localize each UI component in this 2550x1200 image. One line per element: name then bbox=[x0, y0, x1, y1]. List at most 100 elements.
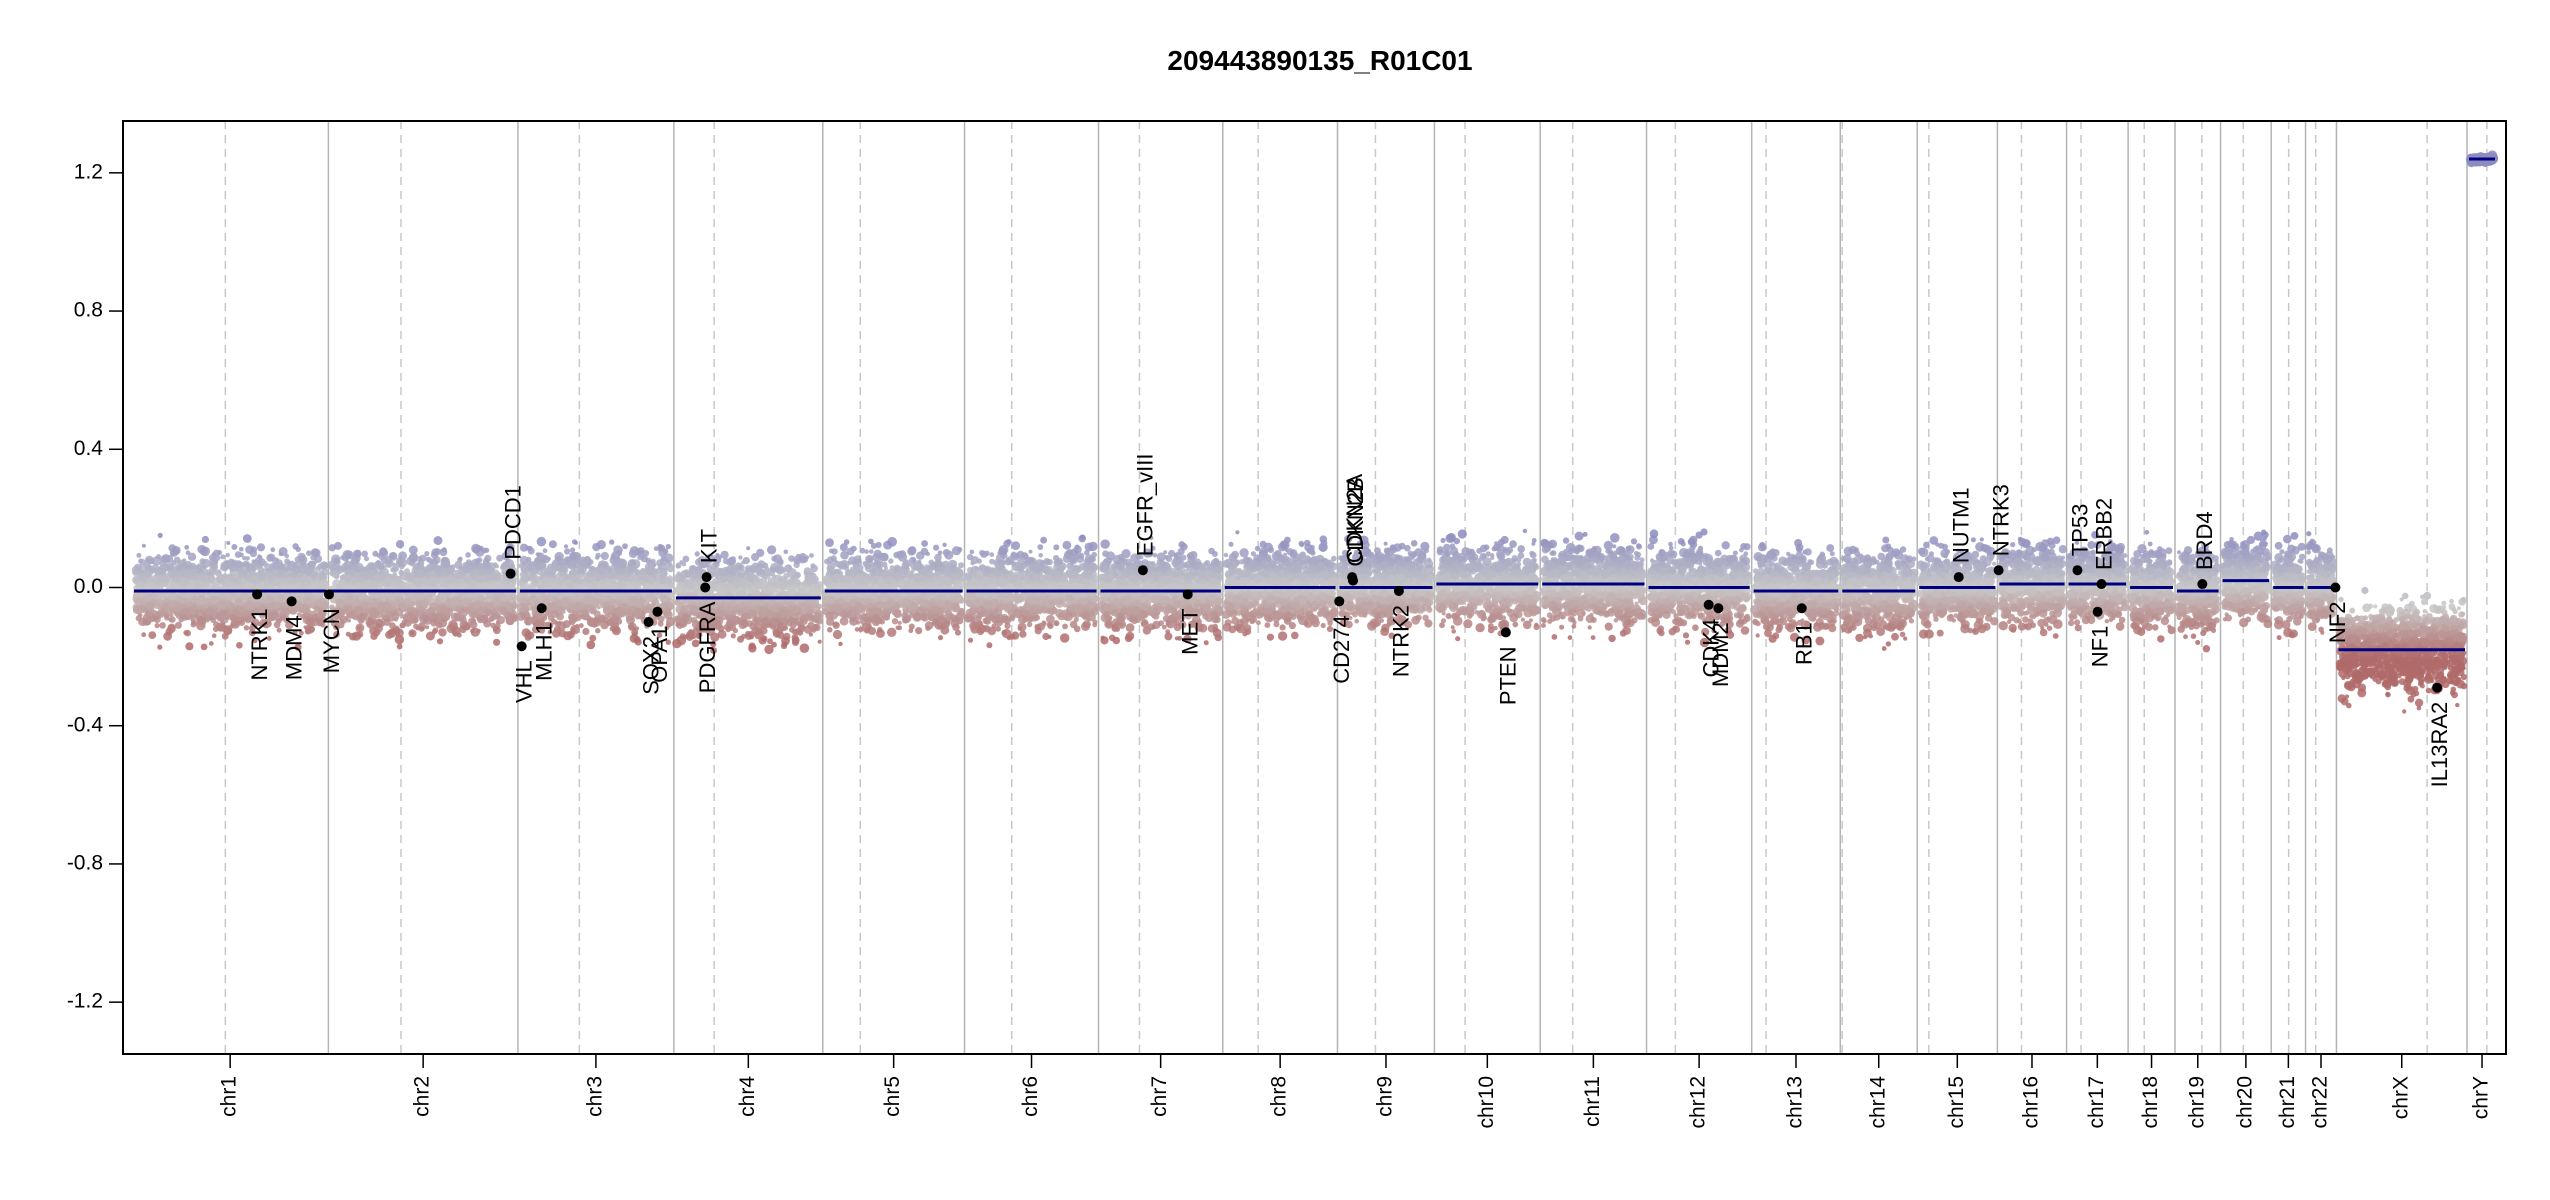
data-point bbox=[182, 597, 189, 604]
data-point bbox=[558, 578, 564, 585]
data-point bbox=[640, 554, 648, 563]
data-point bbox=[675, 622, 680, 628]
data-point bbox=[465, 552, 471, 558]
data-point bbox=[178, 577, 189, 587]
data-point bbox=[406, 612, 416, 621]
data-point bbox=[600, 602, 606, 609]
data-point bbox=[228, 624, 234, 629]
data-point bbox=[666, 564, 675, 573]
data-point bbox=[618, 558, 628, 569]
data-point bbox=[306, 618, 315, 627]
data-point bbox=[742, 605, 750, 613]
data-point bbox=[644, 583, 651, 589]
data-point bbox=[586, 640, 596, 650]
data-point bbox=[172, 584, 178, 590]
data-point bbox=[294, 556, 301, 563]
data-point bbox=[458, 609, 463, 614]
data-point bbox=[137, 564, 148, 574]
data-point bbox=[491, 572, 499, 580]
data-point bbox=[230, 574, 239, 583]
data-point bbox=[425, 625, 430, 630]
data-point bbox=[739, 579, 747, 587]
data-point bbox=[729, 601, 736, 607]
data-point bbox=[219, 611, 228, 619]
data-point bbox=[573, 575, 579, 582]
data-point bbox=[520, 584, 526, 590]
data-point bbox=[675, 576, 680, 582]
data-point bbox=[459, 625, 467, 634]
data-point bbox=[439, 605, 449, 614]
data-point bbox=[398, 569, 405, 576]
data-point bbox=[536, 536, 547, 547]
data-point bbox=[772, 612, 778, 617]
data-point bbox=[776, 622, 784, 629]
data-point bbox=[230, 584, 236, 590]
data-point bbox=[718, 587, 727, 596]
data-point bbox=[575, 623, 580, 629]
data-point bbox=[644, 606, 651, 612]
data-point bbox=[782, 625, 788, 631]
data-point bbox=[157, 565, 167, 575]
data-point bbox=[634, 578, 640, 583]
data-point bbox=[674, 599, 681, 606]
data-point bbox=[676, 571, 681, 576]
data-point bbox=[361, 602, 367, 609]
data-point bbox=[695, 586, 701, 591]
data-point bbox=[783, 549, 789, 555]
data-point bbox=[570, 547, 576, 553]
data-point bbox=[626, 577, 631, 582]
data-point bbox=[202, 584, 209, 591]
data-point bbox=[369, 571, 375, 578]
data-point bbox=[568, 571, 574, 576]
chart-title: 209443890135_R01C01 bbox=[1167, 45, 1472, 76]
data-point bbox=[201, 535, 209, 544]
data-point bbox=[184, 544, 190, 550]
data-point bbox=[296, 595, 303, 602]
data-point bbox=[141, 582, 147, 587]
data-point bbox=[290, 584, 295, 589]
data-point bbox=[307, 560, 315, 568]
data-point bbox=[351, 559, 357, 565]
data-point bbox=[770, 587, 779, 596]
data-point bbox=[603, 594, 610, 602]
data-point bbox=[800, 602, 808, 611]
data-point bbox=[242, 560, 250, 567]
data-point bbox=[420, 599, 429, 608]
data-point bbox=[560, 597, 570, 607]
data-point bbox=[169, 548, 178, 557]
data-point bbox=[304, 597, 312, 605]
data-point bbox=[770, 617, 779, 626]
data-point bbox=[682, 555, 690, 563]
data-point bbox=[792, 578, 799, 585]
data-point bbox=[384, 558, 394, 568]
data-point bbox=[336, 566, 343, 572]
data-point bbox=[794, 558, 800, 565]
data-point bbox=[544, 569, 551, 576]
data-point bbox=[174, 621, 182, 629]
data-point bbox=[436, 565, 443, 572]
data-point bbox=[595, 628, 601, 634]
data-point bbox=[209, 608, 218, 617]
data-point bbox=[521, 561, 527, 567]
data-point bbox=[188, 569, 195, 576]
data-point bbox=[791, 634, 799, 641]
data-point bbox=[267, 553, 276, 562]
data-point bbox=[791, 607, 798, 613]
data-point bbox=[570, 615, 577, 622]
data-point bbox=[476, 628, 481, 634]
data-point bbox=[161, 574, 171, 584]
data-point bbox=[621, 581, 626, 586]
data-point bbox=[353, 605, 363, 615]
data-point bbox=[428, 577, 437, 587]
data-point bbox=[772, 629, 781, 638]
data-point bbox=[578, 623, 584, 629]
data-point bbox=[597, 566, 607, 576]
data-point bbox=[395, 540, 405, 549]
data-point bbox=[355, 623, 365, 633]
data-point bbox=[797, 629, 804, 636]
data-point bbox=[577, 565, 585, 573]
data-point bbox=[777, 558, 784, 565]
data-point bbox=[157, 644, 163, 650]
data-point bbox=[211, 596, 220, 604]
data-point bbox=[685, 580, 695, 590]
